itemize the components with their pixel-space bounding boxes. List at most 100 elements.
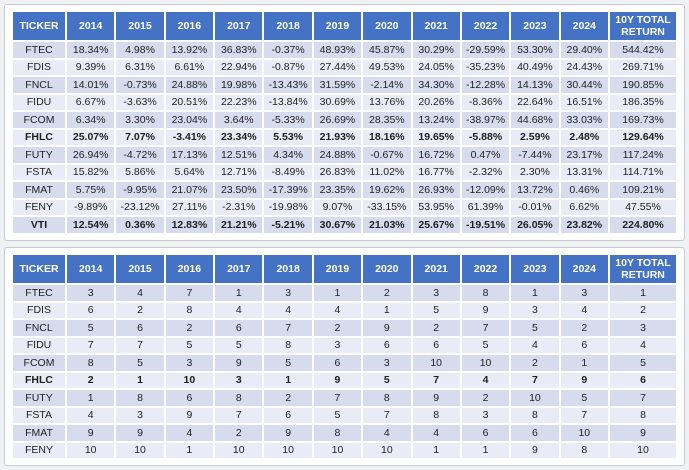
- value-cell: 25.07%: [67, 129, 115, 145]
- value-cell: 8: [116, 390, 164, 406]
- value-cell: 8: [412, 407, 460, 423]
- value-cell: 30.44%: [560, 77, 608, 93]
- value-cell: 3: [67, 285, 115, 301]
- ticker-cell: FCOM: [13, 112, 65, 128]
- value-cell: 190.85%: [610, 77, 676, 93]
- value-cell: 8: [610, 407, 676, 423]
- value-cell: 6: [67, 302, 115, 318]
- value-cell: 5: [560, 390, 608, 406]
- value-cell: 5: [264, 355, 312, 371]
- value-cell: 23.50%: [215, 182, 263, 198]
- ticker-cell: FIDU: [13, 94, 65, 110]
- column-header: 10Y TOTAL RETURN: [610, 12, 676, 40]
- value-cell: -2.31%: [215, 199, 263, 215]
- column-header: 2014: [67, 255, 115, 283]
- value-cell: 4: [165, 425, 214, 441]
- value-cell: 30.67%: [313, 217, 362, 233]
- value-cell: 11.02%: [363, 164, 411, 180]
- value-cell: 117.24%: [610, 147, 676, 163]
- value-cell: 7: [363, 407, 411, 423]
- ticker-cell: FUTY: [13, 147, 65, 163]
- value-cell: 12.71%: [215, 164, 263, 180]
- table-row: FIDU 7 7 5 5 8 3 6 6 5 4 6 4: [13, 337, 676, 353]
- value-cell: 9: [215, 355, 263, 371]
- value-cell: 24.88%: [165, 77, 214, 93]
- value-cell: 6: [165, 390, 214, 406]
- value-cell: 19.98%: [215, 77, 263, 93]
- value-cell: 19.62%: [363, 182, 411, 198]
- value-cell: 23.04%: [165, 112, 214, 128]
- table-row: VTI 12.54% 0.36% 12.83% 21.21% -5.21% 30.67% 21…: [13, 217, 676, 233]
- value-cell: 3: [215, 372, 263, 388]
- value-cell: 1: [215, 285, 263, 301]
- value-cell: 25.67%: [412, 217, 460, 233]
- column-header: 2014: [67, 12, 115, 40]
- ticker-cell: FMAT: [13, 182, 65, 198]
- table-row: FCOM 6.34% 3.30% 23.04% 3.64% -5.33% 26.69% 28.…: [13, 112, 676, 128]
- table-row: FDIS 6 2 8 4 4 4 1 5 9 3 4 2: [13, 302, 676, 318]
- value-cell: 21.03%: [363, 217, 411, 233]
- value-cell: 109.21%: [610, 182, 676, 198]
- value-cell: 5.53%: [264, 129, 312, 145]
- value-cell: 9: [511, 442, 559, 458]
- ticker-cell: FIDU: [13, 337, 65, 353]
- column-header: 2016: [165, 255, 214, 283]
- value-cell: 4: [461, 372, 510, 388]
- value-cell: 8: [264, 337, 312, 353]
- annual-returns-table: TICKER 2014 2015 2016 2017 2018 2019 2020 2021 20…: [11, 10, 678, 235]
- value-cell: 27.44%: [313, 59, 362, 75]
- value-cell: 3: [313, 337, 362, 353]
- value-cell: 4: [215, 302, 263, 318]
- value-cell: 4: [264, 302, 312, 318]
- column-header: 2019: [313, 12, 362, 40]
- value-cell: 30.29%: [412, 42, 460, 58]
- value-cell: -3.41%: [165, 129, 214, 145]
- value-cell: 7: [264, 320, 312, 336]
- ticker-cell: FHLC: [13, 129, 65, 145]
- value-cell: 5: [165, 337, 214, 353]
- value-cell: 10: [264, 442, 312, 458]
- value-cell: 2: [116, 302, 164, 318]
- value-cell: 1: [610, 285, 676, 301]
- ticker-cell: FDIS: [13, 59, 65, 75]
- value-cell: 6.31%: [116, 59, 164, 75]
- value-cell: 15.82%: [67, 164, 115, 180]
- value-cell: 7: [116, 337, 164, 353]
- value-cell: 1: [412, 442, 460, 458]
- value-cell: 8: [363, 390, 411, 406]
- value-cell: 0.36%: [116, 217, 164, 233]
- value-cell: 45.87%: [363, 42, 411, 58]
- value-cell: 19.65%: [412, 129, 460, 145]
- column-header: 10Y TOTAL RETURN: [610, 255, 676, 283]
- value-cell: -5.33%: [264, 112, 312, 128]
- value-cell: -19.98%: [264, 199, 312, 215]
- value-cell: 9.39%: [67, 59, 115, 75]
- value-cell: -17.39%: [264, 182, 312, 198]
- value-cell: 0.47%: [461, 147, 510, 163]
- value-cell: 13.92%: [165, 42, 214, 58]
- table-row: FENY 10 10 1 10 10 10 10 1 1 9 8 10: [13, 442, 676, 458]
- value-cell: 8: [461, 285, 510, 301]
- value-cell: 10: [610, 442, 676, 458]
- value-cell: 114.71%: [610, 164, 676, 180]
- value-cell: 7: [215, 407, 263, 423]
- value-cell: 2: [610, 302, 676, 318]
- value-cell: 1: [511, 285, 559, 301]
- value-cell: 10: [313, 442, 362, 458]
- value-cell: 4: [560, 302, 608, 318]
- value-cell: 26.94%: [67, 147, 115, 163]
- value-cell: 5: [511, 320, 559, 336]
- value-cell: 9: [610, 425, 676, 441]
- value-cell: -8.49%: [264, 164, 312, 180]
- value-cell: 3.30%: [116, 112, 164, 128]
- value-cell: 2: [461, 390, 510, 406]
- value-cell: 544.42%: [610, 42, 676, 58]
- ticker-cell: FENY: [13, 442, 65, 458]
- value-cell: 2.48%: [560, 129, 608, 145]
- value-cell: 30.69%: [313, 94, 362, 110]
- value-cell: 16.77%: [412, 164, 460, 180]
- value-cell: 9: [116, 425, 164, 441]
- value-cell: 36.83%: [215, 42, 263, 58]
- value-cell: -0.01%: [511, 199, 559, 215]
- column-header: 2016: [165, 12, 214, 40]
